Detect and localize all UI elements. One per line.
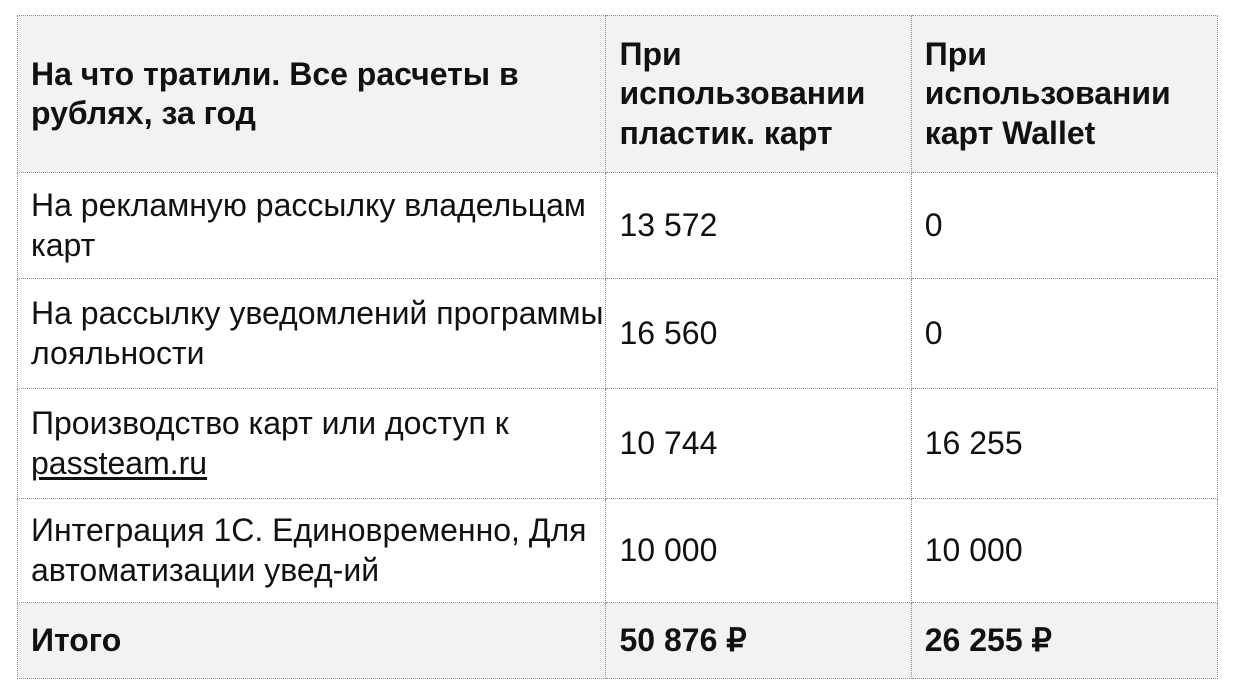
table-row: Производство карт или доступ к passteam.r…: [16, 388, 1219, 499]
table-header-row: На что тратили. Все расчеты в рублях, за…: [16, 15, 1219, 173]
row-label-prefix: Производство карт или доступ к: [31, 405, 509, 442]
header-expense-category: На что тратили. Все расчеты в рублях, за…: [16, 15, 607, 173]
row-label: На рассылку уведомлений программы лояльн…: [16, 278, 607, 389]
wallet-value: 16 255: [910, 388, 1219, 499]
table-row: На рассылку уведомлений программы лояльн…: [16, 278, 1219, 389]
plastic-value: 13 572: [605, 172, 912, 279]
total-row: Итого 50 876 ₽ 26 255 ₽: [16, 602, 1219, 679]
wallet-value: 10 000: [910, 498, 1219, 603]
header-wallet-cards: При использовании карт Wallet: [910, 15, 1219, 173]
passteam-link[interactable]: passteam.ru: [31, 444, 208, 481]
total-label: Итого: [16, 602, 607, 679]
wallet-value: 0: [910, 172, 1219, 279]
row-label: Производство карт или доступ к passteam.r…: [16, 388, 607, 499]
total-wallet: 26 255 ₽: [910, 602, 1219, 679]
plastic-value: 10 000: [605, 498, 912, 603]
plastic-value: 16 560: [605, 278, 912, 389]
wallet-value: 0: [910, 278, 1219, 389]
cost-comparison-table-container: На что тратили. Все расчеты в рублях, за…: [16, 15, 1219, 679]
cost-comparison-table: На что тратили. Все расчеты в рублях, за…: [16, 15, 1219, 679]
header-plastic-cards: При использовании пластик. карт: [605, 15, 912, 173]
row-label: На рекламную рассылку владельцам карт: [16, 172, 607, 279]
total-plastic: 50 876 ₽: [605, 602, 912, 679]
table-row: На рекламную рассылку владельцам карт 13…: [16, 172, 1219, 279]
plastic-value: 10 744: [605, 388, 912, 499]
row-label: Интеграция 1С. Единовременно, Для автома…: [16, 498, 607, 603]
table-row: Интеграция 1С. Единовременно, Для автома…: [16, 498, 1219, 603]
